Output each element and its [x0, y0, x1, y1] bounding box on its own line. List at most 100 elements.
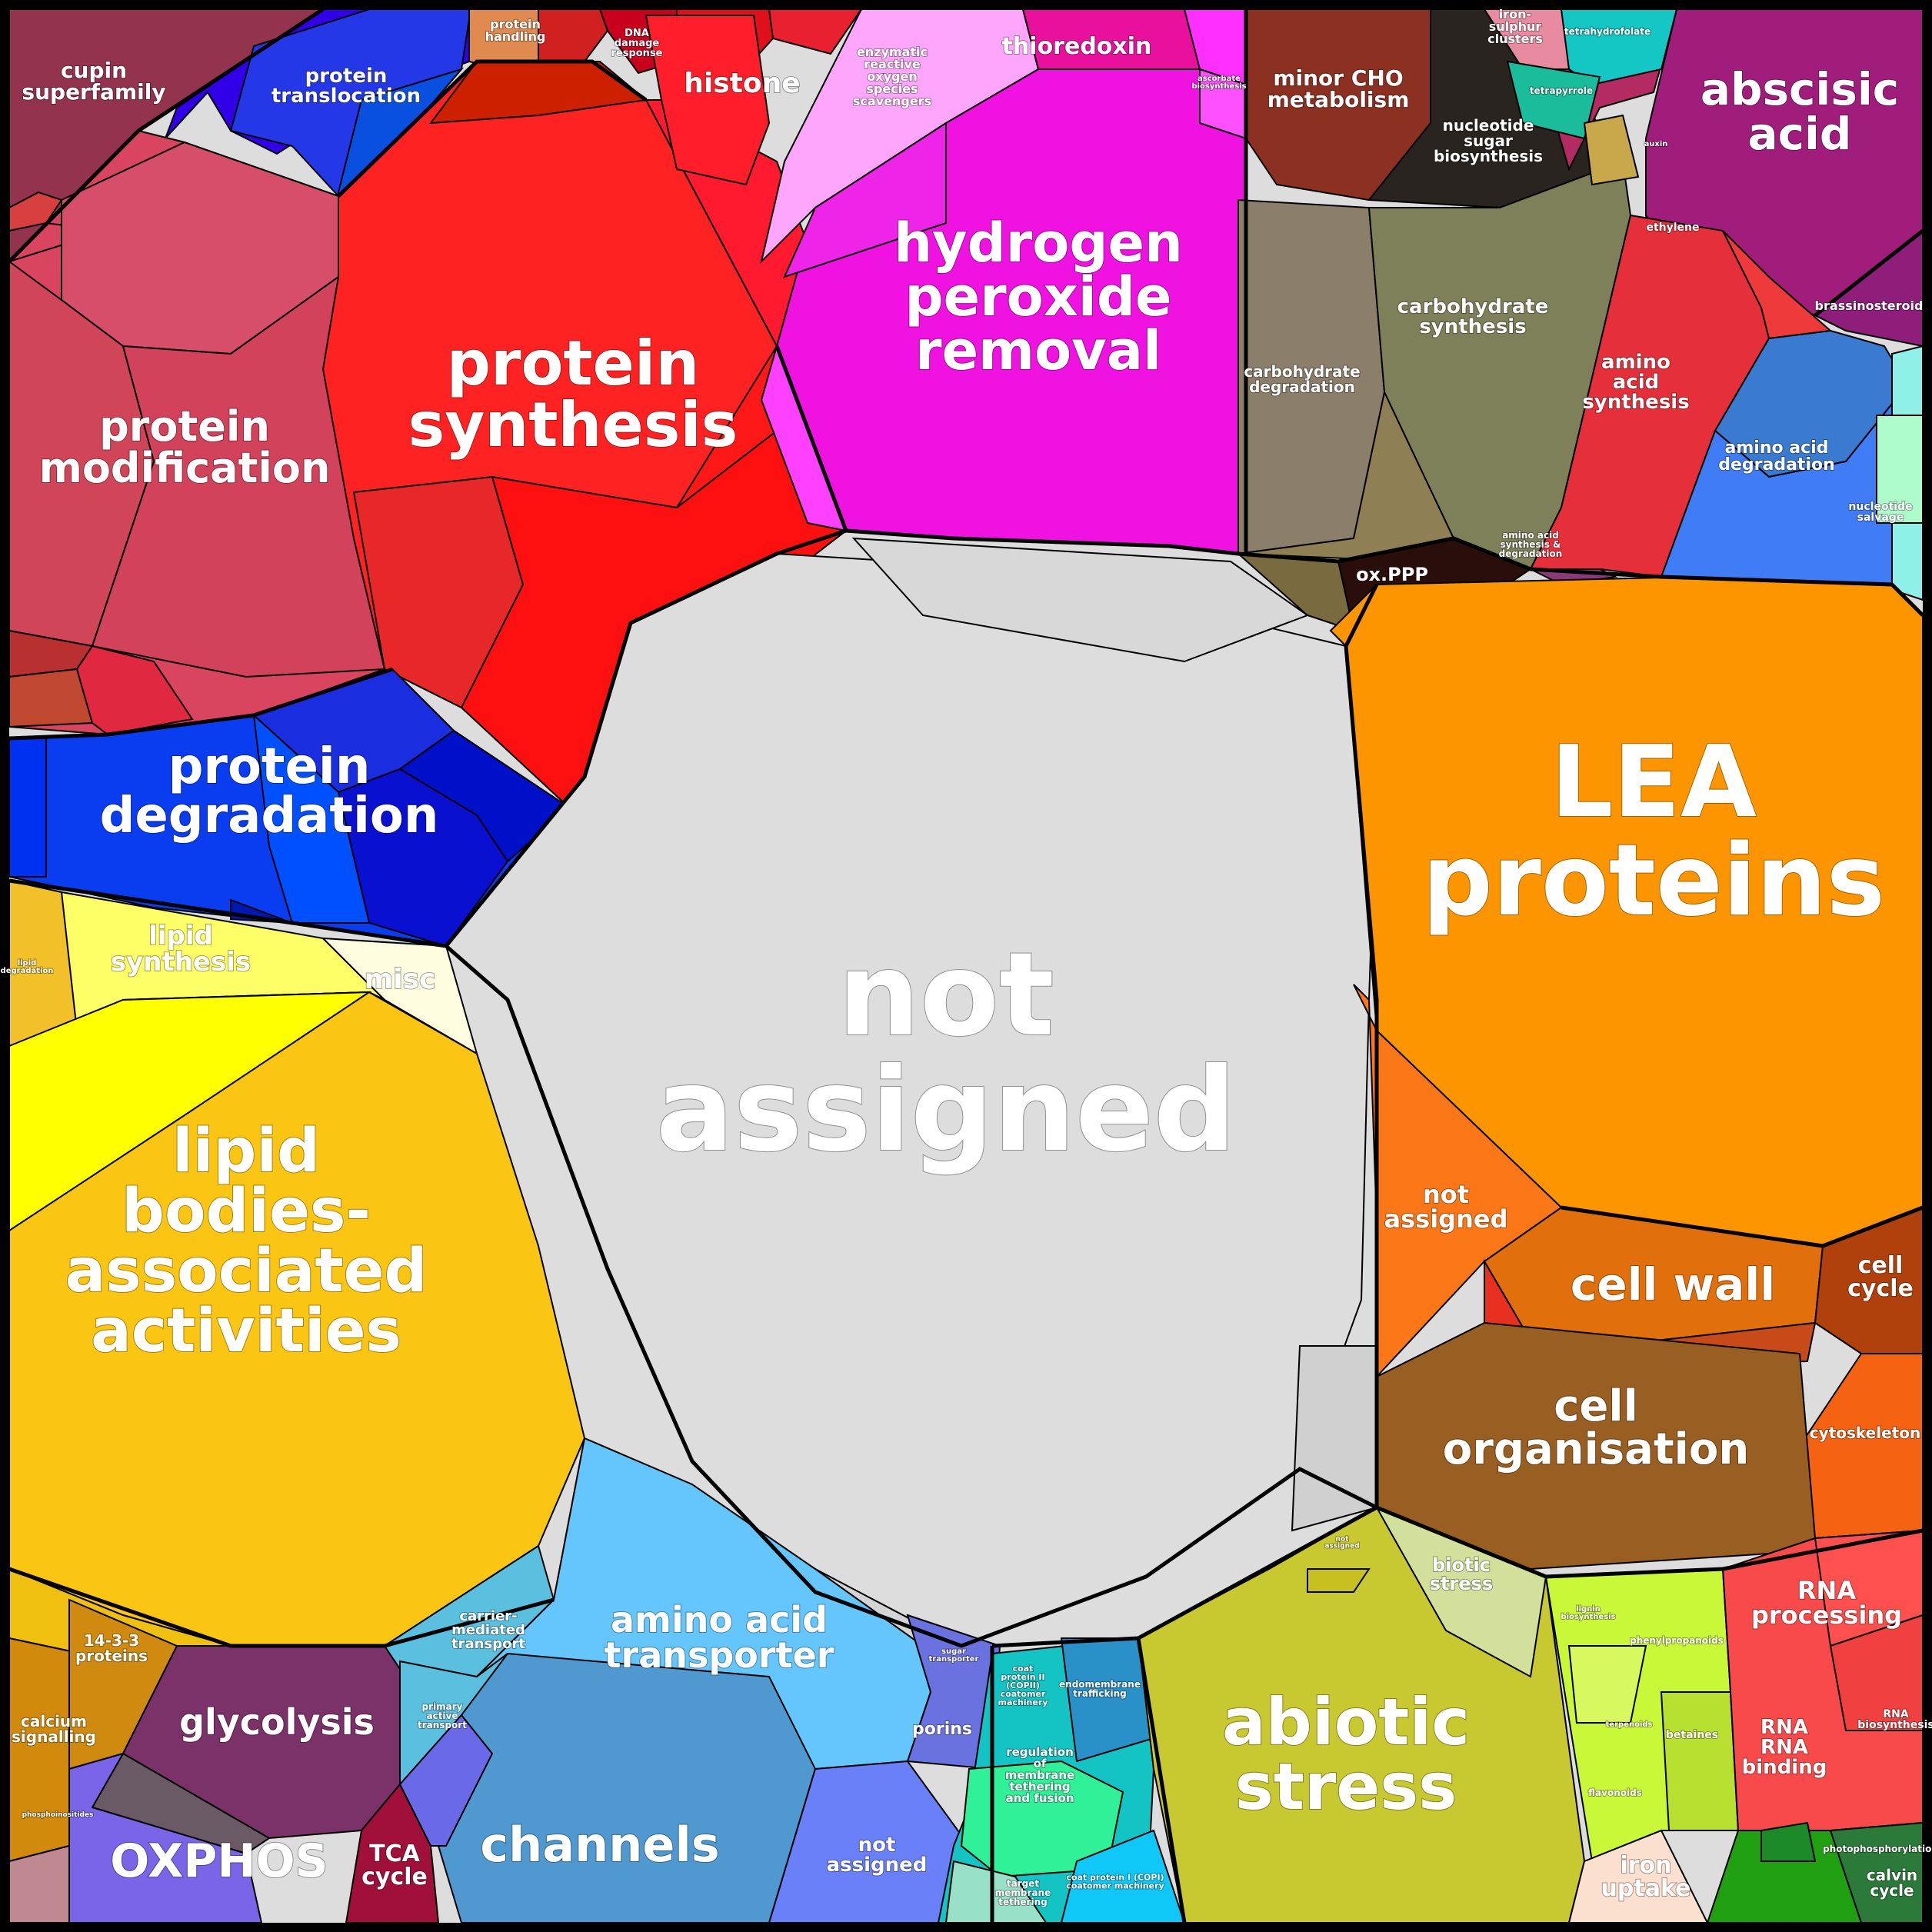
label-dna-damage-response: DNA damage response — [611, 28, 662, 59]
label-photophosphorylation-line: photophosphorylation — [1823, 1844, 1932, 1854]
label-regulation-membrane-tethering: regulation of membrane tethering and fusion — [1005, 1745, 1075, 1805]
label-carbohydrate-synthesis-line: synthesis — [1419, 315, 1526, 338]
label-tca-cycle-line: TCA — [369, 1840, 420, 1867]
label-rna-binding-line: RNA — [1760, 1716, 1808, 1739]
label-sugar-transporter: sugar transporter — [929, 1647, 979, 1664]
label-rna-binding: RNA RNA binding — [1742, 1716, 1827, 1779]
label-tca-cycle-line: cycle — [361, 1864, 428, 1890]
label-cell-cycle: cell cycle — [1847, 1252, 1914, 1302]
label-amino-acid-transporter-line: transporter — [605, 1634, 834, 1676]
label-carrier-mediated-transport-line: transport — [451, 1636, 525, 1652]
label-amino-acid-synth-deg-line: synthesis & — [1501, 539, 1561, 550]
label-minor-cho-metabolism: minor CHO metabolism — [1267, 65, 1410, 112]
label-carrier-mediated-transport-line: mediated — [451, 1622, 525, 1638]
label-enzymatic-ros-line: enzymatic — [857, 45, 928, 59]
label-cell-cycle-line: cycle — [1847, 1275, 1914, 1302]
label-nucleotide-sugar-biosynthesis-line: biosynthesis — [1434, 147, 1543, 165]
label-phosphoinositides-line: phosphoinositides — [22, 1811, 94, 1819]
label-tca-cycle: TCA cycle — [361, 1840, 428, 1890]
label-carrier-mediated-transport: carrier-mediated transport — [451, 1608, 525, 1652]
label-lipid-degradation: lipid degradation — [1, 959, 54, 975]
signalling-glycolysis-region — [8, 1544, 555, 1924]
label-primary-active-transport-line: primary — [422, 1701, 463, 1712]
label-protein-modification-line: protein — [99, 402, 270, 451]
label-histone: histone — [684, 68, 800, 99]
label-sugar-transporter-line: transporter — [929, 1655, 979, 1664]
label-photophosphorylation: photophosphorylation — [1823, 1844, 1932, 1854]
label-auxin: auxin — [1644, 140, 1668, 148]
label-14-3-3-proteins-line: 14-3-3 — [84, 1631, 139, 1650]
label-ascorbate-biosynthesis-line: biosynthesis — [1191, 82, 1246, 91]
label-lignin-biosynthesis-line: biosynthesis — [1561, 1613, 1615, 1621]
label-hydrogen-peroxide-removal-line: hydrogen — [894, 212, 1183, 275]
label-abiotic-stress-line: abiotic — [1222, 1684, 1470, 1760]
label-lea-proteins-line: proteins — [1422, 824, 1885, 938]
label-dna-damage-response-line: response — [611, 48, 662, 59]
label-thioredoxin-line: thioredoxin — [1002, 33, 1152, 60]
label-iron-sulphur-clusters: iron-sulphur clusters — [1487, 7, 1543, 46]
label-protein-degradation-line: protein — [168, 738, 371, 795]
label-cell-wall-line: cell wall — [1571, 1258, 1775, 1311]
label-cupin-superfamily-line: superfamily — [22, 79, 165, 105]
label-amino-acid-degradation-line: amino acid — [1725, 438, 1829, 458]
label-lea-proteins-line: LEA — [1551, 725, 1757, 840]
label-enzymatic-ros-line: scavengers — [853, 94, 931, 108]
label-amino-acid-degradation: amino acid degradation — [1718, 438, 1835, 475]
label-biotic-stress-line: stress — [1430, 1573, 1493, 1594]
label-amino-acid-transporter-line: amino acid — [611, 1599, 828, 1641]
label-endomembrane-trafficking: endomembrane trafficking — [1059, 1679, 1141, 1699]
label-lipid-bodies-line: lipid — [172, 1117, 320, 1186]
label-hydrogen-peroxide-removal-line: peroxide — [905, 265, 1172, 328]
label-rna-biosynthesis: RNA biosynthesis — [1857, 1708, 1932, 1731]
label-14-3-3-proteins-line: proteins — [75, 1647, 148, 1665]
label-calvin-cycle-line: cycle — [1870, 1881, 1914, 1900]
label-ethylene-line: ethylene — [1646, 222, 1699, 234]
label-iron-sulphur-clusters-line: sulphur — [1489, 19, 1542, 34]
label-nucleotide-salvage: nucleotide salvage — [1848, 501, 1912, 524]
label-hydrogen-peroxide-removal-line: removal — [915, 319, 1161, 382]
label-regulation-membrane-tethering-line: tethering — [1009, 1780, 1070, 1794]
label-biotic-stress-line: biotic — [1432, 1554, 1491, 1576]
lipid-region — [8, 879, 586, 1671]
label-protein-translocation-line: protein — [305, 65, 388, 88]
label-lipid-degradation-line: lipid — [18, 959, 37, 968]
label-calvin-cycle-line: calvin — [1867, 1866, 1917, 1884]
label-ox-ppp: ox.PPP — [1356, 564, 1428, 585]
label-porins-line: porins — [912, 1720, 972, 1739]
label-tetrapyrrole: tetrapyrrole — [1530, 85, 1593, 96]
label-ethylene: ethylene — [1646, 222, 1699, 234]
label-regulation-membrane-tethering-line: regulation — [1006, 1745, 1074, 1759]
label-regulation-membrane-tethering-line: and fusion — [1005, 1791, 1074, 1805]
label-not-assigned-orange-line: not — [1423, 1180, 1469, 1209]
label-coat-protein-ii-line: coat — [1013, 1664, 1034, 1674]
label-cytoskeleton: cytoskeleton — [1810, 1424, 1920, 1442]
label-cupin-superfamily-line: cupin — [61, 58, 127, 83]
label-flavonoids-line: flavonoids — [1588, 1787, 1642, 1798]
label-protein-degradation-line: degradation — [100, 788, 439, 844]
label-regulation-membrane-tethering-line: membrane — [1005, 1768, 1075, 1782]
label-amino-acid-transporter: amino acid transporter — [605, 1599, 834, 1676]
label-enzymatic-ros-line: oxygen — [867, 69, 917, 84]
label-target-membrane-tethering-line: membrane — [995, 1887, 1051, 1898]
label-auxin-line: auxin — [1644, 140, 1668, 148]
label-not-assigned-center: not assigned — [656, 928, 1236, 1178]
label-nucleotide-sugar-biosynthesis-line: sugar — [1464, 132, 1513, 150]
label-abscisic-acid: abscisic acid — [1700, 63, 1899, 160]
label-terpenoids: terpenoids — [1606, 1720, 1653, 1729]
label-porins: porins — [912, 1720, 972, 1739]
label-protein-modification-line: modification — [39, 444, 331, 492]
label-amino-acid-synth-deg-line: degradation — [1499, 548, 1563, 559]
label-nucleotide-salvage-line: salvage — [1857, 511, 1904, 524]
label-regulation-membrane-tethering-line: of — [1034, 1757, 1047, 1770]
label-thioredoxin: thioredoxin — [1002, 33, 1152, 60]
label-carbohydrate-synthesis: carbohydrate synthesis — [1397, 295, 1549, 338]
label-brassinosteroid-line: brassinosteroid — [1815, 298, 1924, 313]
label-flavonoids: flavonoids — [1588, 1787, 1642, 1798]
label-lipid-degradation-line: degradation — [1, 967, 54, 975]
label-lipid-synthesis-line: lipid — [148, 921, 213, 951]
protein-modification-region — [8, 129, 386, 736]
label-target-membrane-tethering-line: tethering — [998, 1897, 1047, 1907]
label-tetrahydrofolate: tetrahydrofolate — [1564, 26, 1651, 37]
amino-acid-region — [1529, 214, 1924, 601]
label-phenylpropanoids-line: phenylpropanoids — [1630, 1635, 1724, 1646]
